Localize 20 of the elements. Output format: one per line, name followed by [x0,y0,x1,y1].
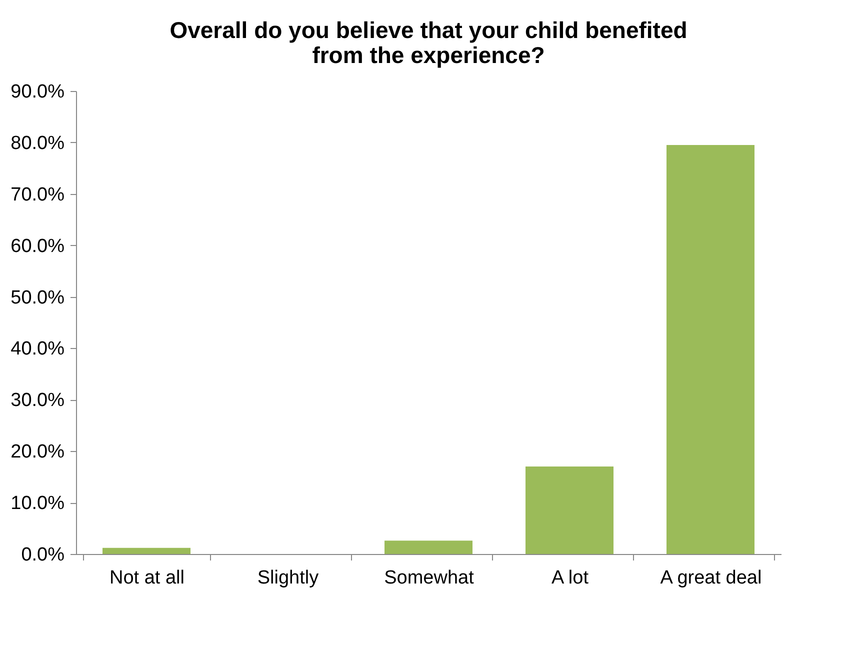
x-tick-label: Slightly [257,568,320,588]
x-tick-label: Somewhat [384,568,475,588]
y-tick-label: 10.0% [10,493,65,514]
y-tick-label: 0.0% [21,544,65,566]
y-tick-label: 90.0% [10,82,65,102]
y-tick-label: 50.0% [10,287,65,308]
y-tick-label: 60.0% [10,236,65,257]
bar [102,548,190,554]
y-tick-label: 80.0% [10,132,65,154]
x-tick-label: Not at all [110,568,184,588]
chart-title: Overall do you believe that your child benefited from the experience? [170,17,688,68]
x-tick-label: A lot [552,568,590,588]
y-tick-label: 70.0% [10,184,65,206]
y-tick-label: 30.0% [10,390,65,412]
bar [666,145,754,554]
y-tick-label: 20.0% [10,442,65,463]
bar [384,540,472,554]
bar [526,466,614,554]
x-tick-label: A great deal [660,568,762,588]
y-tick-label: 40.0% [10,338,65,360]
